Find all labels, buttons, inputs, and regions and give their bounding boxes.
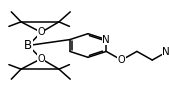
Text: O: O [118, 55, 125, 65]
Text: N: N [162, 47, 169, 57]
Text: O: O [37, 54, 45, 64]
Text: O: O [37, 27, 45, 37]
Text: B: B [24, 39, 32, 52]
Text: N: N [102, 35, 110, 45]
